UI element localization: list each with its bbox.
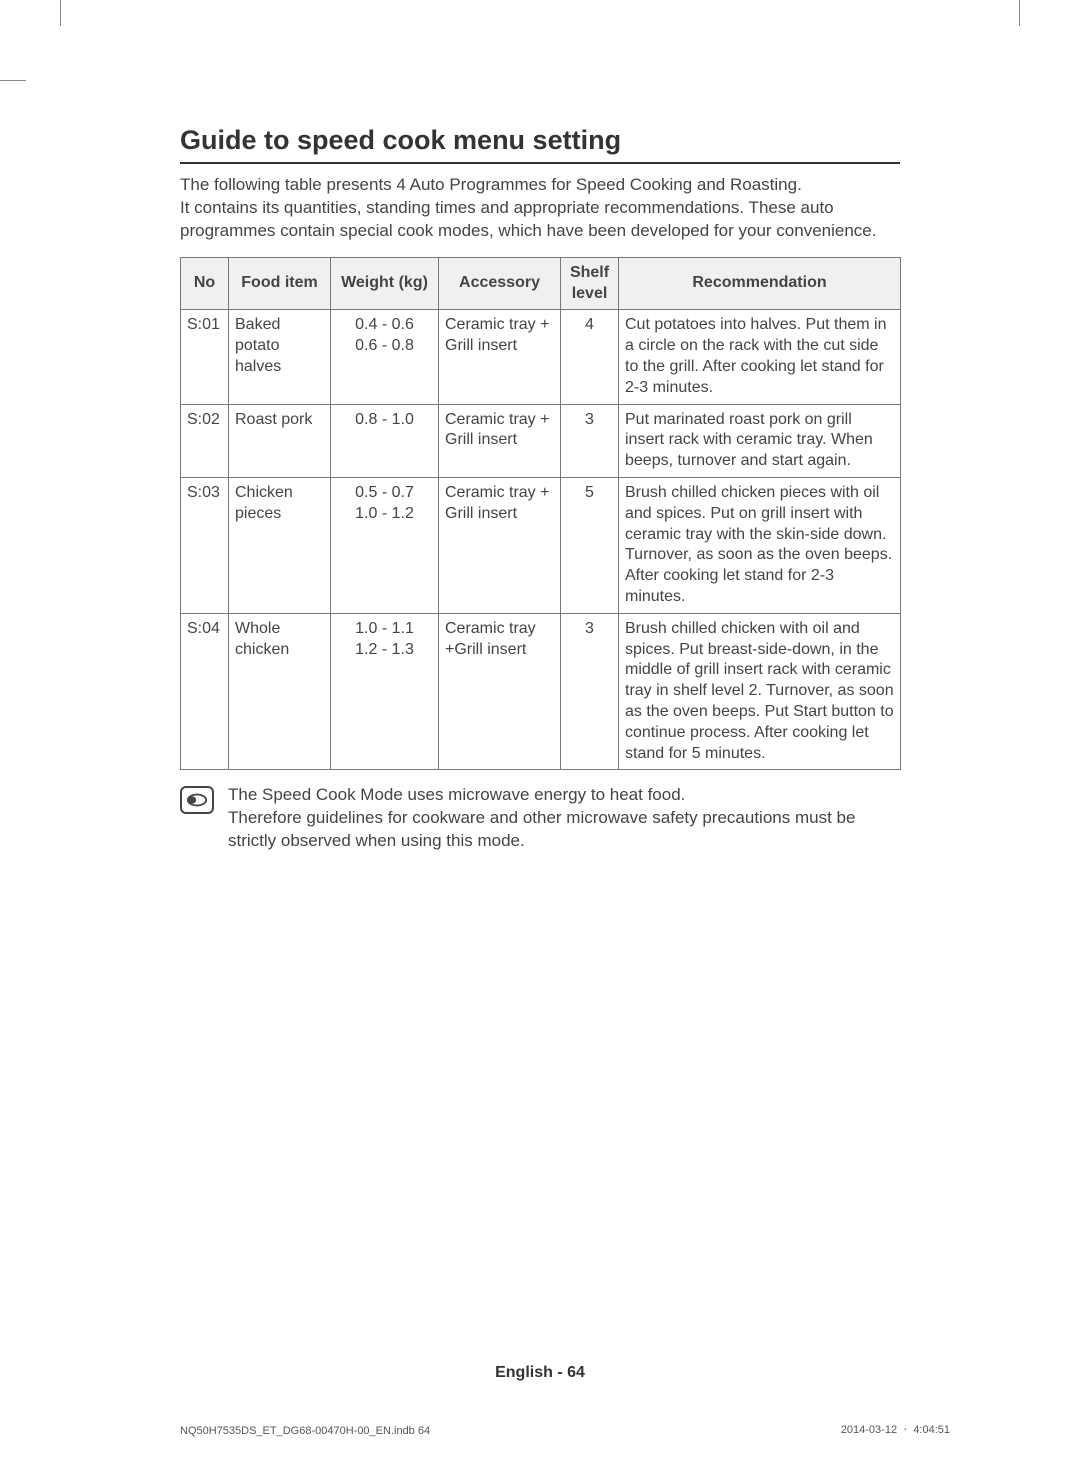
cell-shelf: 3 [561, 613, 619, 770]
table-row: S:01 Baked potato halves 0.4 - 0.6 0.6 -… [181, 310, 901, 404]
intro-paragraph: The following table presents 4 Auto Prog… [180, 174, 900, 243]
cell-food: Chicken pieces [229, 477, 331, 613]
crop-mark [0, 80, 26, 81]
th-food: Food item [229, 257, 331, 310]
table-header-row: No Food item Weight (kg) Accessory Shelf… [181, 257, 901, 310]
crop-mark [60, 0, 61, 26]
cell-weight: 1.0 - 1.1 1.2 - 1.3 [331, 613, 439, 770]
cell-weight: 0.5 - 0.7 1.0 - 1.2 [331, 477, 439, 613]
th-weight: Weight (kg) [331, 257, 439, 310]
th-shelf: Shelf level [561, 257, 619, 310]
section-title: Guide to speed cook menu setting [180, 125, 900, 164]
cell-accessory: Ceramic tray +Grill insert [439, 613, 561, 770]
cell-accessory: Ceramic tray + Grill insert [439, 310, 561, 404]
cell-no: S:04 [181, 613, 229, 770]
table-row: S:02 Roast pork 0.8 - 1.0 Ceramic tray +… [181, 404, 901, 477]
cell-no: S:02 [181, 404, 229, 477]
cell-no: S:01 [181, 310, 229, 404]
document-page: Guide to speed cook menu setting The fol… [0, 0, 1080, 1472]
cell-rec: Brush chilled chicken with oil and spice… [619, 613, 901, 770]
cell-food: Whole chicken [229, 613, 331, 770]
table-row: S:03 Chicken pieces 0.5 - 0.7 1.0 - 1.2 … [181, 477, 901, 613]
cell-rec: Cut potatoes into halves. Put them in a … [619, 310, 901, 404]
note-text: The Speed Cook Mode uses microwave energ… [228, 784, 900, 853]
cell-accessory: Ceramic tray + Grill insert [439, 404, 561, 477]
cell-no: S:03 [181, 477, 229, 613]
cell-food: Baked potato halves [229, 310, 331, 404]
th-no: No [181, 257, 229, 310]
cell-shelf: 3 [561, 404, 619, 477]
cell-rec: Put marinated roast pork on grill insert… [619, 404, 901, 477]
cell-weight: 0.4 - 0.6 0.6 - 0.8 [331, 310, 439, 404]
cell-weight: 0.8 - 1.0 [331, 404, 439, 477]
cell-food: Roast pork [229, 404, 331, 477]
footer-filename: NQ50H7535DS_ET_DG68-00470H-00_EN.indb 64 [180, 1425, 430, 1437]
note-block: The Speed Cook Mode uses microwave energ… [180, 784, 900, 853]
note-icon [180, 786, 214, 814]
cell-accessory: Ceramic tray + Grill insert [439, 477, 561, 613]
th-rec: Recommendation [619, 257, 901, 310]
crop-mark [1019, 0, 1020, 26]
cell-rec: Brush chilled chicken pieces with oil an… [619, 477, 901, 613]
cell-shelf: 5 [561, 477, 619, 613]
cell-shelf: 4 [561, 310, 619, 404]
page-content: Guide to speed cook menu setting The fol… [180, 125, 900, 853]
page-number: English - 64 [0, 1364, 1080, 1382]
programme-table: No Food item Weight (kg) Accessory Shelf… [180, 257, 901, 771]
table-row: S:04 Whole chicken 1.0 - 1.1 1.2 - 1.3 C… [181, 613, 901, 770]
footer-timestamp: 2014-03-12 ㆍ 4:04:51 [841, 1421, 950, 1437]
th-accessory: Accessory [439, 257, 561, 310]
